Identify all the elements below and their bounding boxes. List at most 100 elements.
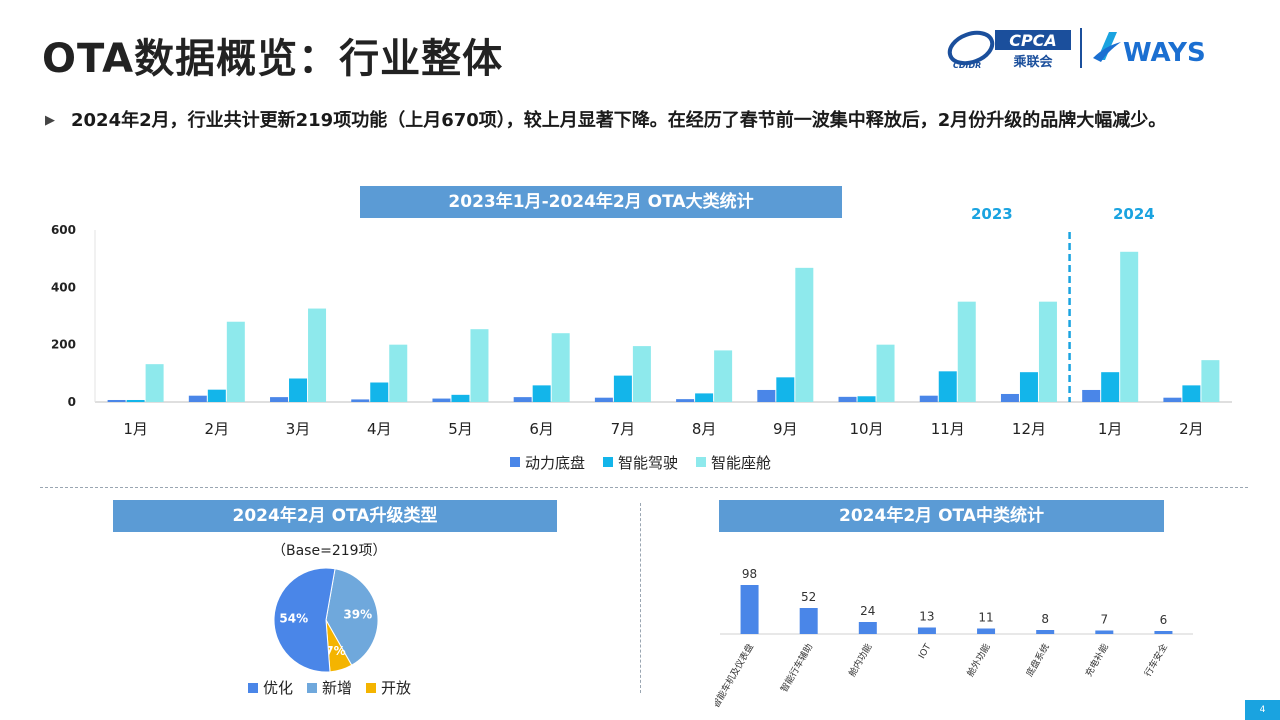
y-tick-label: 200 bbox=[51, 338, 76, 352]
mid-x-tick-label: 底盘系统 bbox=[1023, 642, 1051, 679]
bar-power bbox=[351, 399, 370, 402]
mid-bar-value-label: 98 bbox=[742, 567, 757, 581]
bar-power bbox=[188, 395, 207, 402]
y-tick-label: 400 bbox=[51, 280, 76, 294]
bar-adas bbox=[532, 385, 551, 402]
section-divider-horizontal bbox=[40, 487, 1248, 488]
pie-slice-label: 39% bbox=[343, 608, 372, 622]
bar-cockpit bbox=[470, 329, 489, 402]
bar-cockpit bbox=[226, 321, 245, 402]
y-tick-label: 600 bbox=[51, 223, 76, 237]
bar-cockpit bbox=[714, 350, 733, 402]
mid-x-tick-label: 充电补能 bbox=[1083, 642, 1111, 679]
x-tick-label: 3月 bbox=[286, 420, 311, 438]
pie-chart-title: 2024年2月 OTA升级类型 bbox=[113, 500, 557, 532]
pie-slice-optimize bbox=[273, 567, 336, 673]
cdidr-logo-text: CDIDR bbox=[953, 61, 981, 70]
pie-legend-swatch-optimize bbox=[248, 682, 258, 693]
pie-legend-label-optimize: 优化 bbox=[263, 679, 294, 697]
bar-adas bbox=[207, 389, 226, 402]
pie-legend-item-open: 开放 bbox=[366, 677, 411, 698]
bar-adas bbox=[289, 378, 308, 402]
bar-adas bbox=[126, 399, 145, 402]
bar-power bbox=[107, 399, 126, 402]
bar-power bbox=[676, 399, 695, 402]
bar-adas bbox=[370, 382, 389, 402]
bar-cockpit bbox=[795, 267, 814, 402]
bar-power bbox=[1163, 397, 1182, 402]
legend-swatch-cockpit bbox=[696, 457, 707, 467]
bar-adas bbox=[1101, 372, 1120, 402]
mid-x-tick-label: 行车安全 bbox=[1142, 642, 1170, 679]
bullet-arrow-icon: ▶ bbox=[45, 113, 55, 128]
x-tick-label: 8月 bbox=[692, 420, 717, 438]
bar-power bbox=[757, 389, 776, 402]
section-divider-vertical bbox=[640, 503, 641, 693]
mid-bar bbox=[1036, 630, 1055, 634]
x-tick-label: 5月 bbox=[448, 420, 473, 438]
summary-text: 2024年2月，行业共计更新219项功能（上月670项），较上月显著下降。在经历… bbox=[71, 110, 1167, 131]
pie-legend-swatch-open bbox=[366, 682, 377, 693]
mid-bar bbox=[1154, 631, 1173, 634]
bar-cockpit bbox=[551, 333, 570, 402]
bar-adas bbox=[776, 377, 795, 402]
mid-bar-value-label: 24 bbox=[860, 604, 875, 618]
pie-slice-label: 7% bbox=[325, 644, 345, 658]
mid-bar bbox=[977, 628, 996, 634]
bar-power bbox=[432, 398, 451, 402]
bar-cockpit bbox=[1038, 301, 1057, 402]
pie-chart-legend: 优化 新增 开放 bbox=[248, 677, 411, 698]
pie-legend-swatch-new bbox=[307, 682, 318, 693]
bar-adas bbox=[613, 375, 632, 402]
cpca-sub-text: 乘联会 bbox=[1012, 54, 1053, 70]
bar-power bbox=[513, 397, 532, 402]
bar-cockpit bbox=[957, 301, 976, 402]
bar-cockpit bbox=[389, 344, 408, 402]
pie-slice-new bbox=[325, 568, 379, 666]
ota-category-bar-chart: 0 200 400 600 1月 2月 3月 4月 5月 6月 7月 8月 9月 10月 11月 12月 1月 2… bbox=[51, 223, 1232, 438]
bar-adas bbox=[938, 371, 957, 402]
mid-bar bbox=[917, 627, 936, 634]
mid-bar-value-label: 13 bbox=[919, 610, 934, 624]
page-number: 4 bbox=[1245, 700, 1280, 720]
bar-adas bbox=[1182, 385, 1201, 402]
bar-cockpit bbox=[1201, 360, 1220, 402]
bar-cockpit bbox=[632, 346, 651, 402]
mid-chart-title: 2024年2月 OTA中类统计 bbox=[719, 500, 1164, 532]
x-tick-label: 2月 bbox=[205, 420, 230, 438]
mid-bar-value-label: 11 bbox=[978, 611, 993, 625]
mid-x-tick-label: 舱外功能 bbox=[964, 642, 992, 679]
bar-power bbox=[838, 396, 857, 402]
pie-slice-label: 54% bbox=[279, 611, 308, 625]
mid-bar bbox=[740, 585, 759, 634]
bar-power bbox=[1082, 389, 1101, 402]
ways-logo-text: WAYS bbox=[1123, 38, 1206, 68]
bar-power bbox=[270, 397, 289, 402]
bar-power bbox=[919, 395, 938, 402]
pie-legend-item-optimize: 优化 bbox=[248, 677, 293, 698]
legend-label-power: 动力底盘 bbox=[525, 453, 586, 472]
x-tick-label: 9月 bbox=[773, 420, 798, 438]
page-title: OTA数据概览：行业整体 bbox=[42, 36, 504, 82]
pie-chart-base-note: （Base=219项） bbox=[272, 543, 387, 559]
bar-cockpit bbox=[1120, 251, 1139, 402]
bar-adas bbox=[857, 396, 876, 402]
legend-swatch-adas bbox=[603, 457, 614, 467]
legend-item-adas: 智能驾驶 bbox=[603, 452, 678, 473]
bar-adas bbox=[1019, 372, 1038, 402]
mid-x-tick-label: 智能行车辅助 bbox=[778, 642, 815, 695]
x-tick-label: 4月 bbox=[367, 420, 392, 438]
bar-cockpit bbox=[145, 364, 164, 402]
ota-subcategory-bar-chart: 98 智能车机及仪表盘 52 智能行车辅助 24 舱内功能 13 IOT 11 舱外功能 8 底盘系统… bbox=[715, 567, 1193, 710]
ota-upgrade-type-pie-chart: 39% 7% 54% bbox=[273, 567, 379, 673]
bar-adas bbox=[451, 394, 470, 402]
year-label-2023: 2023 bbox=[971, 205, 1013, 223]
legend-item-cockpit: 智能座舱 bbox=[696, 452, 771, 473]
mid-bar-value-label: 8 bbox=[1041, 612, 1049, 626]
mid-bar-value-label: 52 bbox=[801, 590, 816, 604]
x-tick-label: 2月 bbox=[1179, 420, 1204, 438]
bar-cockpit bbox=[308, 308, 327, 402]
legend-label-cockpit: 智能座舱 bbox=[711, 453, 772, 472]
brand-logos: CDIDR CPCA 乘联会 WAYS bbox=[947, 28, 1206, 70]
mid-x-tick-label: 舱内功能 bbox=[846, 642, 874, 679]
